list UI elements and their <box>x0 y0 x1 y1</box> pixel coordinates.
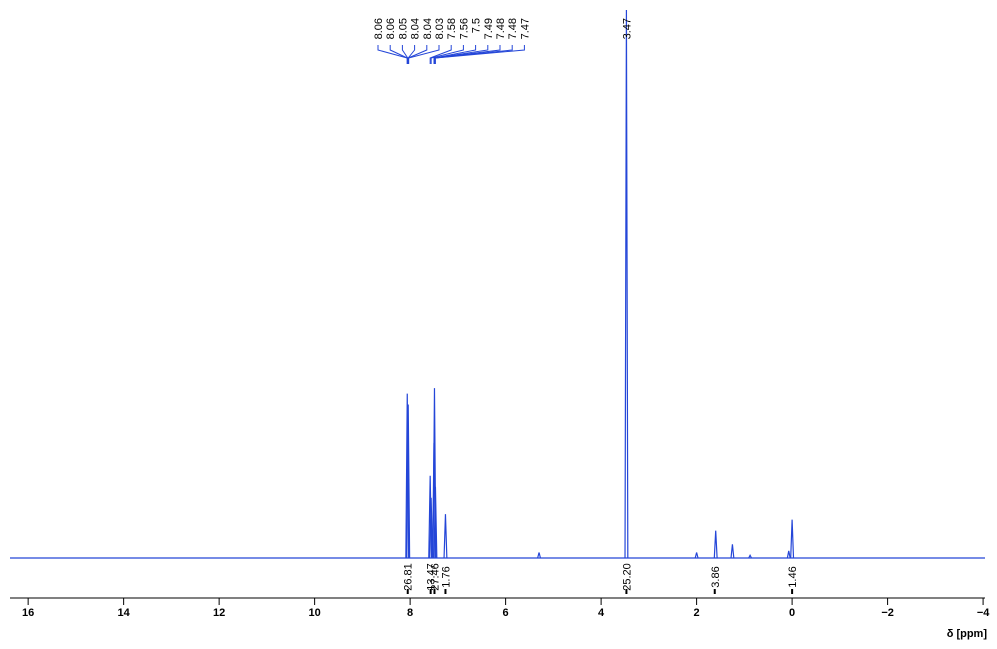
peak <box>537 552 542 559</box>
peak-label: 8.06 <box>385 18 397 39</box>
integral-label: 3.86 <box>710 566 722 587</box>
peak-leader <box>429 45 452 64</box>
integral-mark <box>429 589 432 594</box>
peak-label: 8.04 <box>422 18 434 39</box>
peak <box>748 553 753 559</box>
x-tick-label: −2 <box>881 607 894 619</box>
peak-label: 7.49 <box>483 18 495 39</box>
integral-mark <box>444 589 447 594</box>
integral-mark <box>791 589 794 594</box>
integral-mark <box>625 589 628 594</box>
peak-leader <box>430 45 464 64</box>
peak-label: 7.5 <box>471 18 483 33</box>
x-tick-label: 4 <box>598 607 605 619</box>
integral-label: 1.46 <box>787 566 799 587</box>
peak-label: 8.03 <box>434 18 446 39</box>
x-tick-label: 14 <box>118 607 131 619</box>
integral-mark <box>406 589 409 594</box>
x-tick-label: 12 <box>213 607 225 619</box>
peak <box>433 486 438 559</box>
peak-label: 7.56 <box>458 18 470 39</box>
x-tick-label: 0 <box>789 607 795 619</box>
peak-label: 7.58 <box>446 18 458 39</box>
peak <box>428 475 433 559</box>
integral-mark <box>433 589 436 594</box>
peak-leader <box>408 45 440 64</box>
x-tick-label: 10 <box>309 607 321 619</box>
peak-label: 8.05 <box>397 18 409 39</box>
peak <box>406 404 411 559</box>
peak <box>730 544 735 559</box>
peak-label: 3.47 <box>621 18 633 39</box>
x-tick-label: −4 <box>977 607 990 619</box>
peak <box>443 514 448 559</box>
x-tick-label: 8 <box>407 607 413 619</box>
x-tick-label: 6 <box>503 607 509 619</box>
integral-label: 1.76 <box>440 566 452 587</box>
peak <box>786 550 791 559</box>
x-tick-label: 2 <box>694 607 700 619</box>
integral-label: 26.81 <box>403 563 415 591</box>
peak <box>429 497 434 559</box>
peak-label: 8.06 <box>373 18 385 39</box>
integral-label: 13.47 <box>426 563 438 591</box>
peak-label: 7.48 <box>507 18 519 39</box>
peak-label: 7.48 <box>495 18 507 39</box>
peak <box>694 552 699 559</box>
x-tick-label: 16 <box>22 607 34 619</box>
integral-label: 25.20 <box>621 563 633 591</box>
integral-label: 27.46 <box>429 563 441 591</box>
peak <box>624 9 629 559</box>
x-axis-label: δ [ppm] <box>947 628 988 640</box>
peak <box>713 530 718 559</box>
integral-mark <box>713 589 716 594</box>
peak <box>405 393 410 559</box>
peak-leader <box>434 45 525 64</box>
peak-label: 8.04 <box>410 18 422 39</box>
peak <box>790 519 795 559</box>
peak-label: 7.47 <box>519 18 531 39</box>
